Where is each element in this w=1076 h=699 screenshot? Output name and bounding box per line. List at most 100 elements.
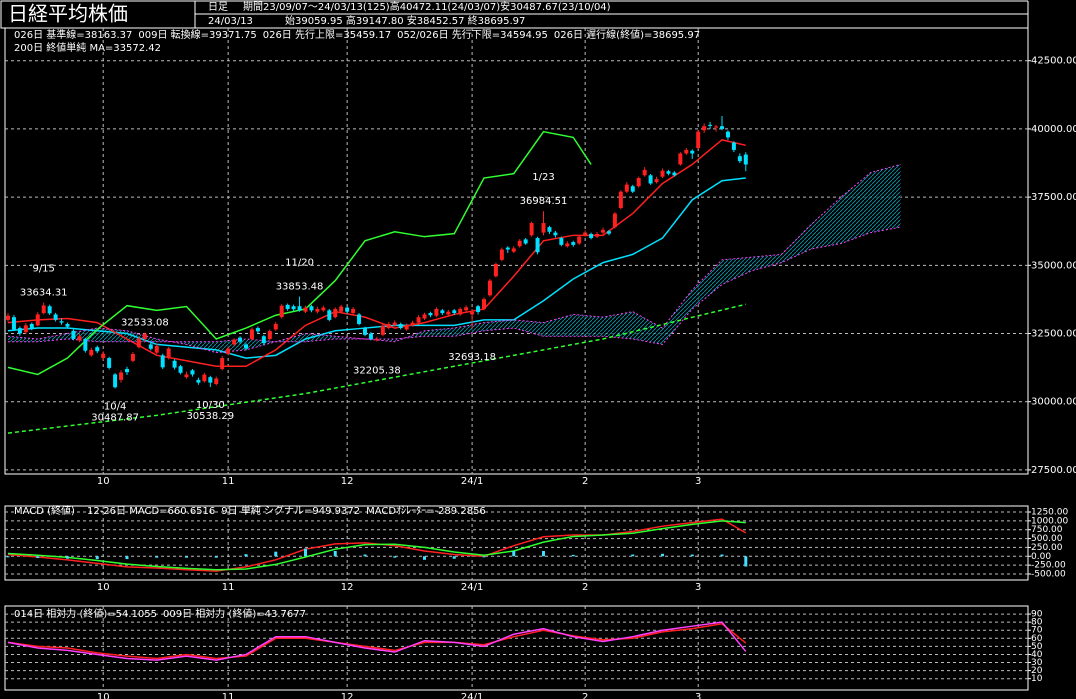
candle-body <box>589 233 594 239</box>
x-tick-label: 24/1 <box>461 476 483 487</box>
annotation-date: 10/30 <box>196 400 225 411</box>
date: 24/03/13 <box>208 16 253 27</box>
candle-body <box>499 249 504 260</box>
candle-body <box>166 348 171 359</box>
x-tick-label: 10 <box>97 582 110 593</box>
y-tick-label: 1000.00 <box>1031 516 1068 526</box>
candle-body <box>261 336 266 344</box>
candle-body <box>11 317 16 330</box>
candle-body <box>398 323 403 329</box>
panel-frame <box>4 505 1029 581</box>
y-tick-label: 70 <box>1031 626 1043 636</box>
candle-body <box>630 186 635 192</box>
annotation-date: 9/15 <box>32 264 54 275</box>
candle-body <box>339 306 344 312</box>
candle-body <box>368 333 373 339</box>
candle-body <box>458 308 463 315</box>
x-tick-label: 12 <box>341 582 354 593</box>
candle-body <box>273 323 278 330</box>
legend-entry: 200日 終値単純 MA=33572.42 <box>14 41 161 54</box>
candle-body <box>547 227 552 232</box>
candle-body <box>541 223 546 233</box>
candle-body <box>184 374 189 378</box>
candle-body <box>737 156 742 162</box>
x-tick-label: 2 <box>582 476 588 487</box>
candle-body <box>351 308 356 314</box>
histogram-bar <box>244 554 248 557</box>
histogram-bar <box>185 556 188 558</box>
candle-body <box>493 263 498 277</box>
candle-body <box>731 142 736 150</box>
annotation-value: 33853.48 <box>276 282 324 293</box>
candle-body <box>636 178 641 187</box>
candle-body <box>244 344 248 349</box>
y-tick-label: 40000.00 <box>1031 124 1076 135</box>
candle-body <box>583 232 588 236</box>
candle-body <box>315 308 320 312</box>
candle-body <box>446 311 451 315</box>
y-tick-label: 50 <box>1031 642 1043 652</box>
candle-body <box>612 213 617 228</box>
candle-body <box>357 314 362 324</box>
histogram-bar <box>214 556 218 558</box>
histogram-bar <box>631 554 635 557</box>
legend-entry: 026日 遅行線(終値)=38695.97 <box>554 28 700 41</box>
candle-body <box>119 372 124 380</box>
candle-body <box>65 323 70 327</box>
candle-body <box>720 126 724 129</box>
series-line <box>7 177 746 359</box>
candle-body <box>511 248 516 252</box>
candle-body <box>303 307 308 312</box>
candle-body <box>130 353 135 361</box>
y-tick-label: 40 <box>1031 650 1043 660</box>
candle-body <box>309 306 314 311</box>
candle-body <box>708 124 713 126</box>
legend-entry: 026日 基準線=38163.37 <box>14 28 132 41</box>
histogram-bar <box>274 551 278 557</box>
y-tick-label: 10 <box>1031 674 1043 684</box>
histogram-bar <box>125 556 129 560</box>
candle-body <box>678 153 683 165</box>
candle-body <box>83 338 88 351</box>
candle-body <box>53 314 58 320</box>
legend-entry: 9日 単純 シグナル=949.9372 <box>221 504 360 517</box>
candle-body <box>77 336 82 341</box>
candle-body <box>482 299 486 309</box>
title-box <box>0 0 196 29</box>
candle-body <box>624 184 629 192</box>
y-tick-label: 90 <box>1031 610 1043 620</box>
legend-entry: 009日 相対力 (終値)=43.7677 <box>163 607 306 620</box>
candle-body <box>690 150 695 154</box>
legend-entry: 052/026日 先行下限=34594.95 <box>397 28 548 41</box>
candle-body <box>136 338 141 348</box>
y-tick-label: 30000.00 <box>1031 397 1076 408</box>
timeframe: 日足 <box>208 1 228 13</box>
annotation-value: 36984.51 <box>520 196 568 207</box>
candle-body <box>487 280 492 296</box>
histogram-bar <box>423 556 426 560</box>
x-tick-label: 10 <box>97 692 110 699</box>
legend-entry: 009日 転換線=39371.75 <box>138 28 256 41</box>
legend-entry: 12-26日 MACD=660.6516 <box>87 506 215 517</box>
candle-body <box>291 306 296 310</box>
x-tick-label: 12 <box>341 476 354 487</box>
candle-body <box>535 238 540 253</box>
histogram-bar <box>333 550 337 557</box>
y-tick-label: 35000.00 <box>1031 260 1076 271</box>
candle-body <box>23 325 28 333</box>
y-tick-label: 1250.00 <box>1031 508 1068 518</box>
candle-body <box>422 314 427 319</box>
candle-body <box>345 307 350 312</box>
candle-body <box>505 247 510 250</box>
candle-body <box>517 240 522 247</box>
candle-body <box>71 330 76 339</box>
candle-body <box>725 131 730 138</box>
annotation-value: 32533.08 <box>121 318 169 329</box>
histogram-bar <box>512 550 516 557</box>
candle-body <box>410 322 415 326</box>
candle-body <box>428 313 433 316</box>
candle-body <box>297 306 302 311</box>
y-tick-label: 250.00 <box>1031 543 1063 553</box>
y-tick-label: 27500.00 <box>1031 465 1076 476</box>
candle-body <box>196 379 201 383</box>
